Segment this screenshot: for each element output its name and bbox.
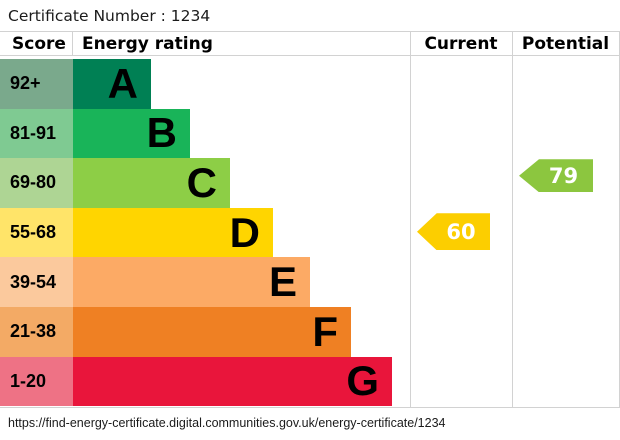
score-range-d: 55-68 [0,207,73,258]
band-bar-f: F [73,306,351,357]
band-row-f: 21-38 F [0,306,410,357]
current-rating-arrow: 60 [417,213,490,251]
band-row-b: 81-91 B [0,108,410,159]
score-range-a: 92+ [0,59,73,109]
band-row-d: 55-68 D [0,207,410,258]
band-bar-b: B [73,108,190,159]
score-range-e: 39-54 [0,257,73,307]
band-bar-d: D [73,207,273,258]
header-current: Current [424,33,498,54]
band-rows: 92+ A 81-91 B 69-80 C 55-68 D 39-54 E 21-38 F 1-20 G [0,59,410,407]
band-bar-c: C [73,158,230,208]
score-range-f: 21-38 [0,306,73,357]
potential-rating-value: 79 [548,163,579,188]
score-column-divider [72,32,73,55]
header-potential: Potential [521,33,610,54]
current-column-divider [410,32,411,407]
band-row-c: 69-80 C [0,158,410,208]
band-row-a: 92+ A [0,59,410,109]
band-row-e: 39-54 E [0,257,410,307]
header-score: Score [12,33,66,54]
chart-header-row: Score Energy rating Current Potential [0,32,619,56]
current-rating-value: 60 [446,219,476,244]
score-range-b: 81-91 [0,108,73,159]
certificate-url: https://find-energy-certificate.digital.… [8,416,446,430]
band-bar-a: A [73,59,151,109]
score-range-g: 1-20 [0,356,73,407]
header-energy-rating: Energy rating [82,33,213,54]
score-range-c: 69-80 [0,158,73,208]
band-bar-g: G [73,356,392,407]
certificate-number: Certificate Number : 1234 [8,7,211,25]
band-row-g: 1-20 G [0,356,410,407]
energy-rating-chart: Score Energy rating Current Potential 92… [0,31,620,408]
band-bar-e: E [73,257,310,307]
potential-column-divider [512,32,513,407]
potential-rating-arrow: 79 [519,159,593,193]
